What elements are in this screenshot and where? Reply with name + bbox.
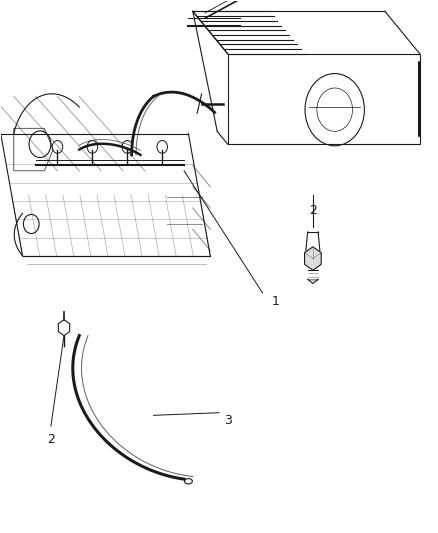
Text: 3: 3	[224, 414, 232, 427]
Text: 2: 2	[309, 204, 317, 217]
Polygon shape	[304, 247, 321, 270]
Text: 1: 1	[272, 295, 280, 308]
Text: 2: 2	[47, 433, 55, 446]
